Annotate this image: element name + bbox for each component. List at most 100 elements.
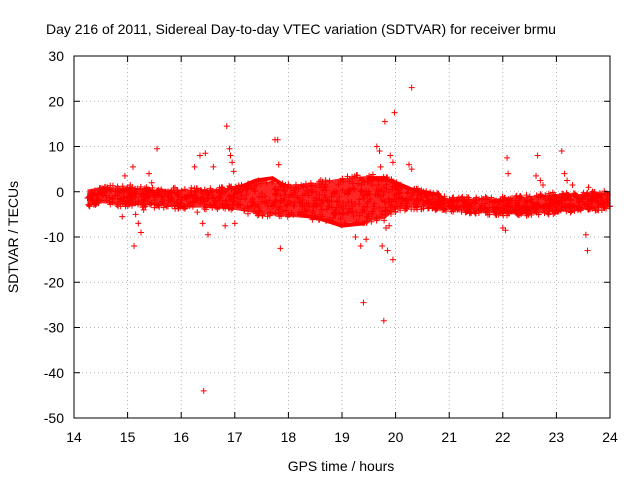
band-point: [545, 190, 552, 197]
band-point: [337, 215, 344, 222]
axis-ticks: [73, 55, 611, 419]
band-point: [326, 203, 333, 210]
band-point: [275, 204, 282, 211]
y-tick-label: 10: [48, 139, 64, 155]
y-tick-labels: -50 -40 -30 -20 -10 0 10 20 30: [44, 48, 64, 426]
band-point: [441, 199, 448, 206]
band-point: [117, 203, 124, 210]
outlier-point: [129, 163, 136, 170]
band-point: [434, 189, 441, 196]
outlier-point: [210, 163, 217, 170]
band-point: [301, 206, 308, 213]
band-point: [214, 205, 221, 212]
band-point: [512, 193, 519, 200]
outlier-point: [380, 317, 387, 324]
x-tick-label: 21: [441, 429, 457, 445]
band-point: [322, 177, 329, 184]
x-tick-label: 18: [281, 429, 297, 445]
outlier-point: [406, 161, 412, 168]
band-point: [435, 190, 442, 197]
band-point: [482, 209, 489, 216]
band-point: [174, 193, 181, 200]
band-point: [274, 187, 281, 194]
band-point: [85, 201, 92, 208]
band-point: [280, 208, 287, 215]
band-point: [344, 191, 351, 198]
band-point: [486, 204, 493, 211]
outlier-point: [140, 206, 147, 213]
outlier-point: [223, 123, 230, 130]
band-point: [114, 192, 121, 199]
outlier-point: [582, 231, 589, 238]
band-point: [533, 209, 540, 216]
band-point: [441, 193, 448, 200]
band-point: [119, 183, 126, 190]
band-point: [109, 182, 116, 189]
band-point: [412, 204, 419, 211]
outlier-point: [585, 184, 592, 191]
band-point: [453, 196, 460, 203]
band-point: [345, 209, 352, 216]
band-point: [509, 203, 516, 210]
band-point: [117, 195, 124, 202]
band-point: [171, 189, 178, 196]
band-point: [470, 197, 477, 204]
band-point: [435, 200, 442, 207]
arc-track: [366, 176, 436, 197]
band-point: [403, 195, 410, 202]
band-point: [305, 200, 312, 207]
band-point: [132, 188, 139, 195]
outlier-point: [386, 222, 393, 229]
x-tick-label: 17: [227, 429, 243, 445]
band-point: [477, 205, 484, 212]
band-point: [198, 187, 205, 194]
band-point: [235, 201, 242, 208]
band-point: [326, 177, 333, 184]
outlier-point: [205, 231, 211, 238]
arc-track: [297, 212, 366, 228]
band-point: [376, 204, 383, 211]
band-point: [478, 201, 485, 208]
band-point: [458, 194, 465, 201]
band-point: [384, 207, 391, 214]
band-point: [259, 198, 266, 205]
band-point: [603, 205, 610, 212]
band-point: [509, 194, 516, 201]
band-point: [240, 207, 247, 214]
band-point: [175, 205, 182, 212]
band-point: [545, 211, 552, 218]
band-point: [204, 195, 211, 202]
band-point: [285, 181, 292, 188]
band-point: [555, 207, 561, 214]
band-point: [525, 211, 532, 218]
x-tick-label: 24: [602, 429, 618, 445]
band-point: [93, 192, 100, 199]
band-point: [312, 197, 319, 204]
band-point: [251, 202, 258, 209]
band-point: [436, 205, 443, 212]
band-point: [575, 198, 582, 205]
band-point: [182, 203, 189, 210]
band-point: [355, 180, 362, 187]
band-point: [249, 196, 256, 203]
band-point: [170, 185, 177, 192]
band-point: [295, 185, 302, 192]
band-point: [197, 187, 204, 194]
band-point: [320, 198, 327, 205]
x-tick-label: 16: [173, 429, 189, 445]
band-point: [131, 189, 138, 196]
band-point: [318, 207, 325, 214]
band-point: [317, 211, 324, 218]
band-point: [310, 202, 317, 209]
band-point: [300, 183, 307, 190]
band-point: [107, 201, 114, 208]
band-point: [238, 192, 245, 199]
band-point: [381, 198, 388, 205]
band-point: [331, 188, 338, 195]
band-point: [354, 172, 361, 179]
band-point: [423, 194, 430, 201]
band-point: [429, 204, 436, 211]
band-point: [576, 205, 583, 212]
band-point: [366, 198, 373, 205]
